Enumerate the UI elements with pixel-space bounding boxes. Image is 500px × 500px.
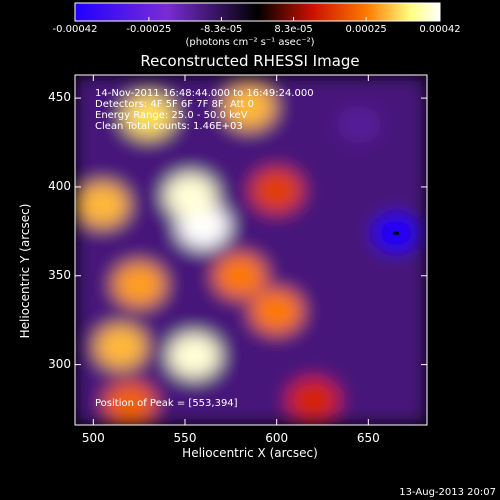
footer-date: 13-Aug-2013 20:07 <box>399 487 496 498</box>
energy-range-text: Energy Range: 25.0 - 50.0 keV <box>95 110 248 121</box>
y-tick-label: 350 <box>48 267 71 282</box>
bright-source <box>122 93 175 138</box>
x-tick-label: 650 <box>356 431 380 445</box>
dark-source <box>337 106 382 144</box>
observation-info: 14-Nov-2011 16:48:44.000 to 16:49:24.000… <box>95 88 314 132</box>
bright-source <box>164 173 217 218</box>
colorbar <box>74 2 441 22</box>
bright-source <box>113 262 166 307</box>
chart-title: Reconstructed RHESSI Image <box>140 52 360 70</box>
x-tick-label: 600 <box>265 431 289 445</box>
y-tick-label: 300 <box>48 356 71 371</box>
y-tick-label: 450 <box>48 90 71 105</box>
x-axis-label: Heliocentric X (arcsec) <box>182 446 318 460</box>
clean-counts-text: Clean Total counts: 1.46E+03 <box>95 121 243 132</box>
colorbar-tick-label: 0.00025 <box>345 24 387 35</box>
y-tick-label: 400 <box>48 178 71 193</box>
bright-source <box>168 333 221 378</box>
bright-source <box>214 253 266 298</box>
y-axis-label: Heliocentric Y (arcsec) <box>18 203 32 339</box>
peak-position-text: Position of Peak = [553,394] <box>95 398 238 409</box>
dark-source <box>328 310 372 348</box>
axis-tick-marks <box>75 75 427 425</box>
plot-frame <box>74 74 428 426</box>
bright-source <box>250 168 303 213</box>
colorbar-tick-label: -8.3e-05 <box>200 24 243 35</box>
bright-source <box>104 381 156 425</box>
x-tick-label: 500 <box>81 431 105 445</box>
heatmap-area <box>75 75 427 425</box>
colorbar-tick-label: -0.00025 <box>126 24 172 35</box>
time-range-text: 14-Nov-2011 16:48:44.000 to 16:49:24.000 <box>95 88 314 99</box>
detectors-text: Detectors: 4F 5F 6F 7F 8F, Att 0 <box>95 99 255 110</box>
bright-source <box>76 182 129 227</box>
bright-source <box>94 324 147 369</box>
colorbar-units: (photons cm⁻² s⁻¹ asec⁻²) <box>185 37 315 48</box>
x-tick-label: 550 <box>173 431 197 445</box>
bright-source <box>250 289 303 334</box>
colorbar-tick-label: -0.00042 <box>52 24 98 35</box>
bright-source <box>287 378 340 423</box>
colorbar-tick-label: 0.00042 <box>419 24 461 35</box>
colorbar-tick-marks <box>74 17 441 21</box>
colorbar-tick-label: 8.3e-05 <box>274 24 313 35</box>
peak-marker <box>392 231 399 235</box>
bright-source <box>223 84 276 130</box>
